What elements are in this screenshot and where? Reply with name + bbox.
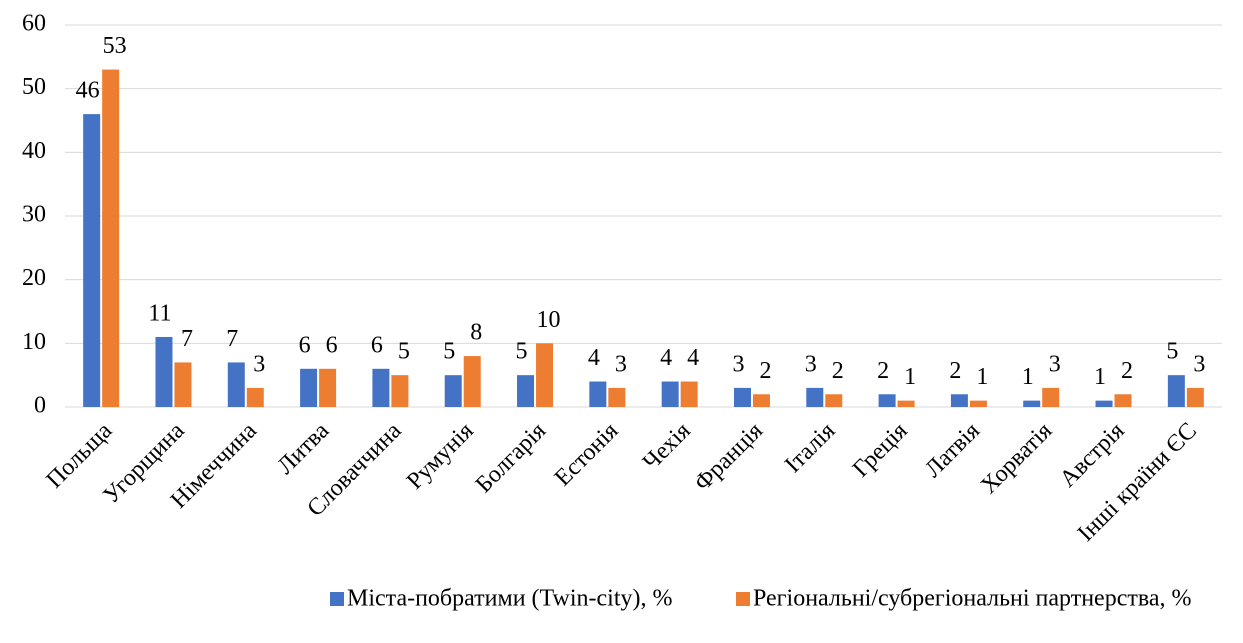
data-label: 5 <box>1166 339 1178 365</box>
bar <box>319 368 337 407</box>
data-label: 1 <box>904 364 916 390</box>
data-label: 10 <box>537 307 561 333</box>
bar <box>517 375 535 407</box>
bar <box>661 381 679 407</box>
data-label: 6 <box>371 332 383 358</box>
data-label: 1 <box>1094 364 1106 390</box>
bar <box>391 375 409 407</box>
x-tick-label: Греція <box>848 418 913 483</box>
data-label: 1 <box>976 364 988 390</box>
bar <box>444 375 462 407</box>
data-label: 2 <box>759 358 771 384</box>
data-label: 7 <box>226 326 238 352</box>
bar <box>1023 400 1041 407</box>
x-tick-label: Чехія <box>638 418 696 476</box>
bar <box>897 400 915 407</box>
bar <box>1167 375 1185 407</box>
bar <box>1042 387 1060 407</box>
y-tick-label: 50 <box>22 74 46 100</box>
y-tick-label: 40 <box>22 138 46 164</box>
data-label: 3 <box>253 351 265 377</box>
x-tick-label: Австрія <box>1055 418 1130 493</box>
data-label: 5 <box>516 339 528 365</box>
y-tick-label: 30 <box>22 202 46 228</box>
bar <box>372 368 390 407</box>
bar <box>155 336 173 407</box>
bar <box>1114 394 1132 407</box>
data-label: 6 <box>299 332 311 358</box>
x-tick-label: Литва <box>273 418 335 480</box>
data-label: 2 <box>1121 358 1133 384</box>
data-label: 53 <box>103 33 127 59</box>
data-label: 8 <box>470 320 482 346</box>
data-label: 3 <box>1193 351 1205 377</box>
data-label: 3 <box>805 351 817 377</box>
data-label: 3 <box>615 351 627 377</box>
data-label: 2 <box>832 358 844 384</box>
bar <box>825 394 843 407</box>
legend-marker <box>736 592 750 606</box>
bar <box>969 400 987 407</box>
bar <box>752 394 770 407</box>
data-label: 7 <box>181 326 193 352</box>
data-label: 2 <box>949 358 961 384</box>
x-tick-label: Хорватія <box>976 418 1057 499</box>
data-label: 5 <box>443 339 455 365</box>
bar <box>83 114 101 407</box>
data-label: 3 <box>732 351 744 377</box>
bar <box>806 387 824 407</box>
bar <box>174 362 192 407</box>
data-label: 1 <box>1022 364 1034 390</box>
x-tick-label: Болгарія <box>471 418 551 498</box>
data-label: 5 <box>398 339 410 365</box>
bar <box>680 381 698 407</box>
bar <box>227 362 245 407</box>
bar <box>1186 387 1204 407</box>
x-tick-label: Латвія <box>920 418 985 483</box>
bar <box>102 69 120 408</box>
data-label: 2 <box>877 358 889 384</box>
bar <box>300 368 318 407</box>
legend-label: Міста-побратими (Twin-city), % <box>347 586 672 612</box>
x-tick-label: Румунія <box>402 418 479 495</box>
legend-marker <box>330 592 344 606</box>
bar <box>536 343 554 407</box>
data-label: 3 <box>1049 351 1061 377</box>
y-tick-label: 0 <box>34 393 46 419</box>
bar <box>950 394 968 407</box>
bar <box>733 387 751 407</box>
legend-label: Регіональні/субрегіональні партнерства, … <box>753 586 1192 612</box>
y-tick-label: 10 <box>22 329 46 355</box>
bar <box>246 387 264 407</box>
data-label: 4 <box>660 345 672 371</box>
y-tick-label: 20 <box>22 265 46 291</box>
data-label: 6 <box>326 332 338 358</box>
data-label: 4 <box>687 345 699 371</box>
x-tick-label: Франція <box>690 418 769 497</box>
data-label: 46 <box>76 78 100 104</box>
bar <box>1095 400 1113 407</box>
bar <box>463 356 481 407</box>
data-label: 11 <box>148 300 171 326</box>
bar <box>589 381 607 407</box>
bar <box>878 394 896 407</box>
x-tick-label: Естонія <box>550 418 624 492</box>
y-tick-label: 60 <box>22 11 46 37</box>
data-label: 4 <box>588 345 600 371</box>
bar <box>608 387 626 407</box>
x-tick-label: Італія <box>780 418 840 478</box>
